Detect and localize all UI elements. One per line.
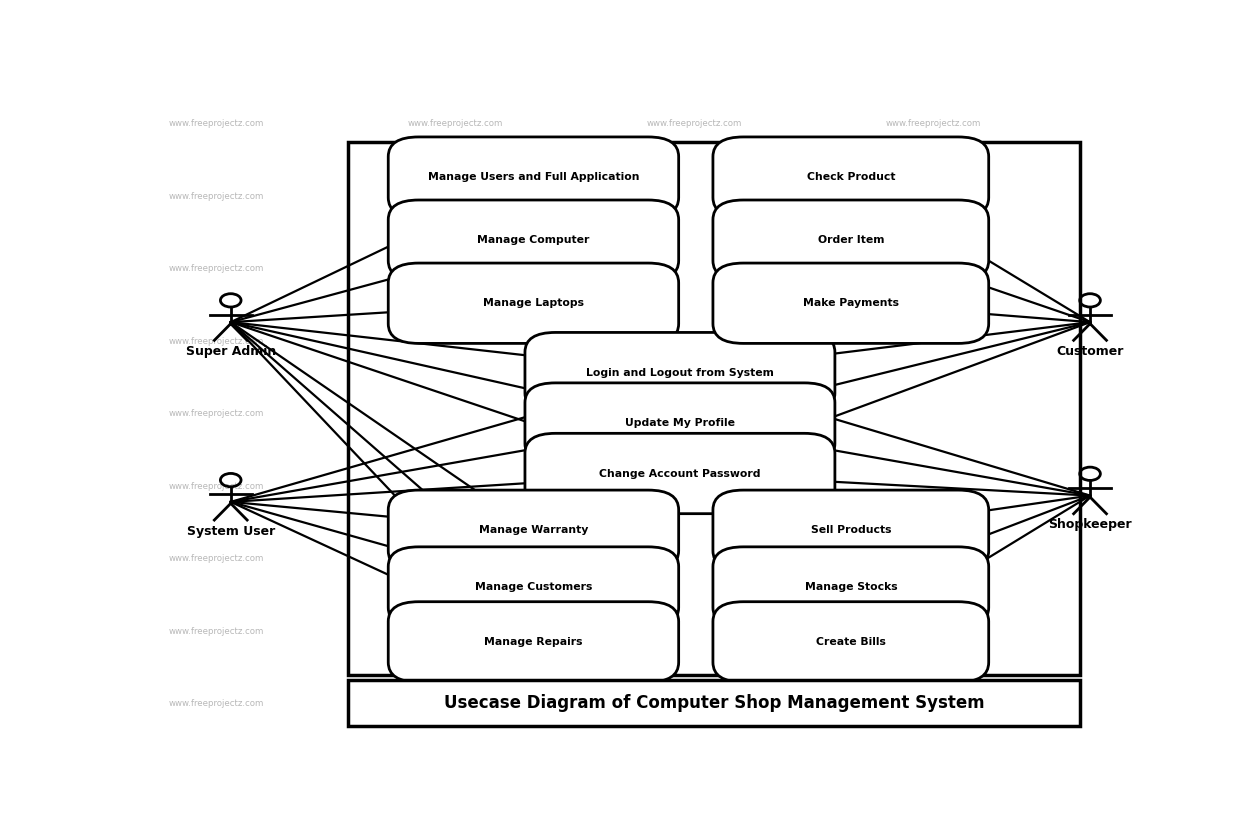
Text: Manage Laptops: Manage Laptops	[483, 298, 583, 308]
Text: www.freeprojectz.com: www.freeprojectz.com	[408, 119, 503, 128]
FancyBboxPatch shape	[388, 200, 679, 280]
Text: www.freeprojectz.com: www.freeprojectz.com	[646, 482, 742, 491]
Text: Super Admin: Super Admin	[185, 345, 276, 358]
FancyBboxPatch shape	[713, 137, 989, 217]
Text: www.freeprojectz.com: www.freeprojectz.com	[886, 554, 982, 563]
Text: Update My Profile: Update My Profile	[625, 418, 735, 428]
Text: www.freeprojectz.com: www.freeprojectz.com	[169, 554, 263, 563]
FancyBboxPatch shape	[525, 333, 835, 413]
Text: System User: System User	[186, 525, 275, 537]
Text: www.freeprojectz.com: www.freeprojectz.com	[886, 482, 982, 491]
FancyBboxPatch shape	[388, 490, 679, 570]
Text: www.freeprojectz.com: www.freeprojectz.com	[886, 264, 982, 273]
Text: www.freeprojectz.com: www.freeprojectz.com	[886, 627, 982, 636]
FancyBboxPatch shape	[713, 602, 989, 682]
Text: www.freeprojectz.com: www.freeprojectz.com	[169, 264, 263, 273]
Text: Manage Users and Full Application: Manage Users and Full Application	[427, 172, 639, 182]
Text: Change Account Password: Change Account Password	[600, 468, 761, 478]
FancyBboxPatch shape	[388, 602, 679, 682]
Text: www.freeprojectz.com: www.freeprojectz.com	[408, 554, 503, 563]
Text: www.freeprojectz.com: www.freeprojectz.com	[886, 119, 982, 128]
Text: Manage Repairs: Manage Repairs	[484, 637, 582, 647]
Text: www.freeprojectz.com: www.freeprojectz.com	[408, 627, 503, 636]
Text: www.freeprojectz.com: www.freeprojectz.com	[886, 337, 982, 346]
Text: www.freeprojectz.com: www.freeprojectz.com	[169, 482, 263, 491]
Text: Shopkeeper: Shopkeeper	[1048, 518, 1131, 532]
FancyBboxPatch shape	[348, 681, 1080, 726]
Text: www.freeprojectz.com: www.freeprojectz.com	[886, 192, 982, 201]
Text: Manage Stocks: Manage Stocks	[804, 582, 897, 592]
Text: www.freeprojectz.com: www.freeprojectz.com	[169, 192, 263, 201]
Text: Sell Products: Sell Products	[810, 525, 891, 536]
Text: Usecase Diagram of Computer Shop Management System: Usecase Diagram of Computer Shop Managem…	[444, 694, 984, 712]
Text: www.freeprojectz.com: www.freeprojectz.com	[646, 627, 742, 636]
Text: Make Payments: Make Payments	[803, 298, 898, 308]
Text: www.freeprojectz.com: www.freeprojectz.com	[408, 410, 503, 418]
Text: www.freeprojectz.com: www.freeprojectz.com	[646, 264, 742, 273]
Text: www.freeprojectz.com: www.freeprojectz.com	[408, 337, 503, 346]
Text: www.freeprojectz.com: www.freeprojectz.com	[169, 410, 263, 418]
Text: www.freeprojectz.com: www.freeprojectz.com	[646, 699, 742, 708]
Text: www.freeprojectz.com: www.freeprojectz.com	[169, 337, 263, 346]
Text: www.freeprojectz.com: www.freeprojectz.com	[169, 119, 263, 128]
Text: www.freeprojectz.com: www.freeprojectz.com	[408, 264, 503, 273]
Text: Login and Logout from System: Login and Logout from System	[586, 368, 774, 378]
Text: www.freeprojectz.com: www.freeprojectz.com	[646, 119, 742, 128]
Text: www.freeprojectz.com: www.freeprojectz.com	[886, 699, 982, 708]
Text: Manage Customers: Manage Customers	[475, 582, 592, 592]
Text: www.freeprojectz.com: www.freeprojectz.com	[646, 554, 742, 563]
Text: Manage Warranty: Manage Warranty	[479, 525, 588, 536]
Text: www.freeprojectz.com: www.freeprojectz.com	[408, 699, 503, 708]
FancyBboxPatch shape	[713, 263, 989, 343]
FancyBboxPatch shape	[348, 143, 1080, 676]
FancyBboxPatch shape	[388, 263, 679, 343]
Text: Check Product: Check Product	[806, 172, 895, 182]
FancyBboxPatch shape	[388, 137, 679, 217]
Text: www.freeprojectz.com: www.freeprojectz.com	[169, 699, 263, 708]
Text: www.freeprojectz.com: www.freeprojectz.com	[408, 192, 503, 201]
FancyBboxPatch shape	[713, 490, 989, 570]
Text: Customer: Customer	[1056, 345, 1124, 358]
Text: Manage Computer: Manage Computer	[478, 235, 590, 245]
Text: Order Item: Order Item	[818, 235, 885, 245]
FancyBboxPatch shape	[525, 383, 835, 464]
Text: www.freeprojectz.com: www.freeprojectz.com	[646, 192, 742, 201]
Text: www.freeprojectz.com: www.freeprojectz.com	[408, 482, 503, 491]
FancyBboxPatch shape	[388, 547, 679, 627]
FancyBboxPatch shape	[525, 433, 835, 514]
Text: www.freeprojectz.com: www.freeprojectz.com	[886, 410, 982, 418]
Text: www.freeprojectz.com: www.freeprojectz.com	[646, 337, 742, 346]
Text: www.freeprojectz.com: www.freeprojectz.com	[646, 410, 742, 418]
FancyBboxPatch shape	[713, 200, 989, 280]
Text: www.freeprojectz.com: www.freeprojectz.com	[169, 627, 263, 636]
Text: Create Bills: Create Bills	[816, 637, 886, 647]
FancyBboxPatch shape	[713, 547, 989, 627]
